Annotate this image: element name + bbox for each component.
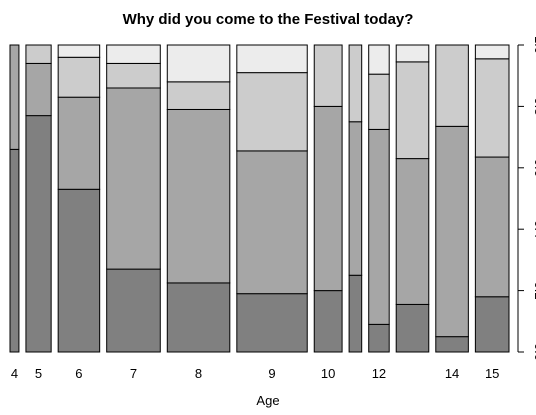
bars-layer (9, 44, 510, 353)
bar-segment-age-6-level-3 (57, 56, 101, 98)
bar-segment-age-9-level-1 (236, 293, 308, 353)
bar-segment-age-15-level-4 (474, 44, 510, 60)
bar-segment-age-10-level-1 (313, 290, 343, 353)
bar-segment-age-8-level-4 (166, 44, 231, 83)
bar-segment-age-6-level-4 (57, 44, 101, 58)
bar-segment-age-9-level-4 (236, 44, 308, 74)
y-tick-label-1.0: 1.0 (532, 36, 536, 54)
bar-segment-age-14-level-3 (435, 44, 469, 127)
bar-segment-age-7-level-1 (106, 268, 161, 353)
bar-segment-age-15-level-3 (474, 58, 510, 158)
x-axis: 4 5 6 7 8 9 10 12 14 15 (11, 366, 500, 381)
x-tick-label-5: 5 (35, 366, 42, 381)
x-axis-label: Age (256, 393, 279, 408)
bar-segment-age-5-level-1 (25, 115, 52, 353)
x-tick-label-6: 6 (75, 366, 82, 381)
x-tick-label-12: 12 (372, 366, 386, 381)
bar-segment-age-11-level-2 (348, 121, 363, 276)
bar-segment-age-12-level-4 (368, 44, 390, 75)
y-tick-label-0.8: 0.8 (532, 97, 536, 115)
y-tick-label-0.6: 0.6 (532, 159, 536, 177)
bar-segment-age-6-level-2 (57, 96, 101, 190)
x-tick-label-7: 7 (130, 366, 137, 381)
bar-segment-age-7-level-2 (106, 87, 161, 270)
bar-segment-age-10-level-2 (313, 105, 343, 292)
bar-segment-age-14-level-1 (435, 336, 469, 353)
bar-segment-age-12-level-2 (368, 128, 390, 325)
bar-segment-age-13-level-4 (395, 44, 430, 63)
bar-segment-age-14-level-2 (435, 125, 469, 338)
bar-segment-age-11-level-1 (348, 274, 363, 353)
bar-segment-age-13-level-2 (395, 158, 430, 305)
bar-segment-age-13-level-3 (395, 61, 430, 160)
bar-segment-age-5-level-2 (25, 62, 52, 117)
bar-segment-age-4-level-2 (9, 44, 20, 150)
bar-segment-age-15-level-2 (474, 156, 510, 298)
y-axis: 0.0 0.2 0.4 0.6 0.8 1.0 (517, 36, 536, 361)
bar-segment-age-12-level-1 (368, 323, 390, 353)
x-tick-label-15: 15 (485, 366, 499, 381)
x-tick-label-4: 4 (11, 366, 18, 381)
y-tick-label-0.4: 0.4 (532, 220, 536, 238)
x-tick-label-14: 14 (445, 366, 459, 381)
chart-title: Why did you come to the Festival today? (123, 11, 414, 28)
x-tick-label-9: 9 (268, 366, 275, 381)
bar-segment-age-9-level-2 (236, 150, 308, 295)
bar-segment-age-15-level-1 (474, 296, 510, 353)
bar-segment-age-8-level-3 (166, 81, 231, 110)
bar-segment-age-7-level-4 (106, 44, 161, 64)
bar-segment-age-5-level-3 (25, 44, 52, 64)
bar-segment-age-7-level-3 (106, 62, 161, 89)
y-tick-label-0.0: 0.0 (532, 343, 536, 361)
x-tick-label-10: 10 (321, 366, 335, 381)
bar-segment-age-10-level-3 (313, 44, 343, 107)
bar-segment-age-13-level-1 (395, 303, 430, 353)
bar-segment-age-6-level-1 (57, 188, 101, 353)
bar-segment-age-9-level-3 (236, 72, 308, 152)
bar-segment-age-12-level-3 (368, 73, 390, 130)
bar-segment-age-4-level-1 (9, 148, 20, 353)
x-tick-label-8: 8 (195, 366, 202, 381)
bar-segment-age-11-level-3 (348, 44, 363, 123)
bar-segment-age-8-level-2 (166, 108, 231, 284)
y-tick-label-0.2: 0.2 (532, 282, 536, 300)
bar-segment-age-8-level-1 (166, 282, 231, 353)
